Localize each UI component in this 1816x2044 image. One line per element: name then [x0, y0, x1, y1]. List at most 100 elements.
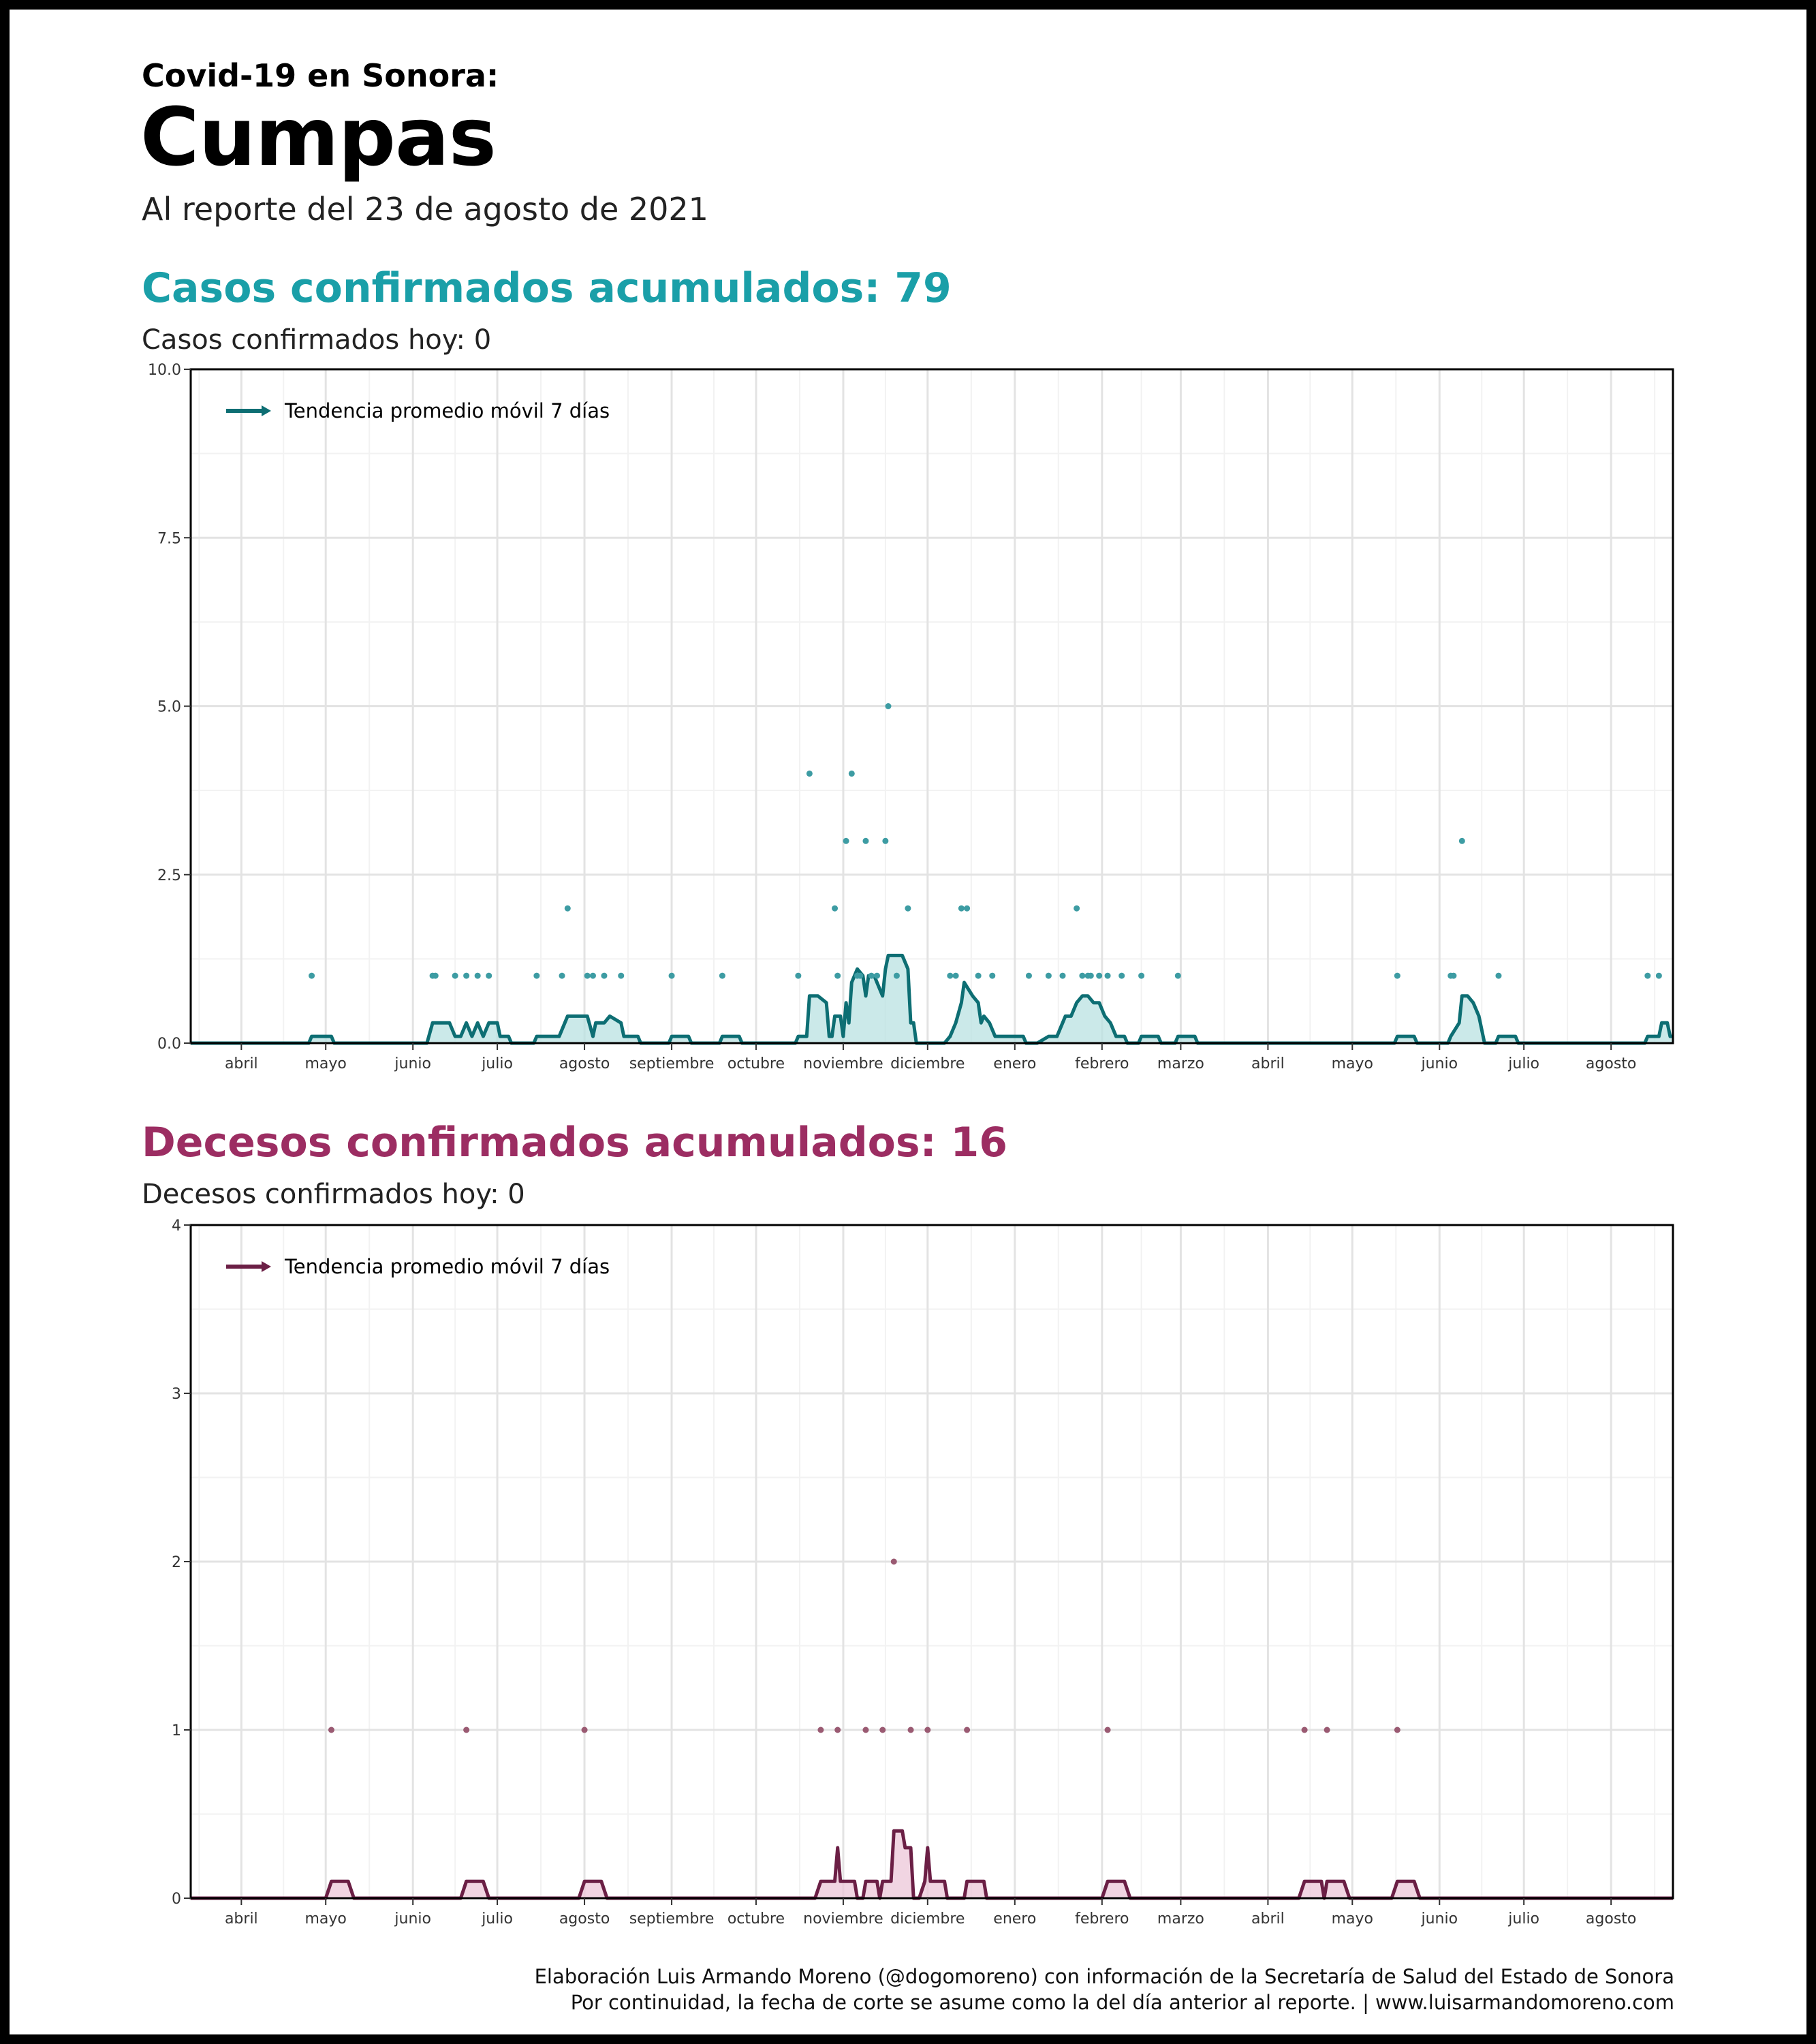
cases-daily-point — [989, 972, 996, 979]
deaths-trend-area — [191, 1831, 1673, 1898]
cases-y-tick-label: 7.5 — [157, 530, 181, 547]
cases-daily-point — [559, 972, 565, 979]
deaths-daily-point — [879, 1726, 886, 1733]
deaths-legend-label: Tendencia promedio móvil 7 días — [284, 1255, 610, 1278]
page-title: Cumpas — [140, 90, 497, 184]
cases-daily-point — [1087, 972, 1094, 979]
deaths-daily-point — [1324, 1726, 1330, 1733]
cases-legend-arrow — [262, 405, 271, 416]
cases-daily-point — [905, 905, 911, 912]
deaths-x-tick-label: junio — [394, 1910, 431, 1927]
deaths-daily-point — [1301, 1726, 1308, 1733]
cases-daily-point — [432, 972, 439, 979]
cases-daily-point — [589, 972, 596, 979]
cases-daily-point — [848, 770, 855, 777]
deaths-y-tick-label: 4 — [172, 1218, 181, 1235]
cases-daily-point — [795, 972, 802, 979]
cases-daily-point — [1495, 972, 1502, 979]
deaths-trend-line — [191, 1829, 1673, 1900]
cases-daily-point — [1655, 972, 1662, 979]
deaths-x-tick-label: noviembre — [803, 1910, 883, 1927]
cases-daily-point — [1096, 972, 1103, 979]
cases-daily-point — [885, 703, 892, 709]
deaths-daily-point — [890, 1558, 897, 1565]
kicker-title: Covid-19 en Sonora: — [142, 57, 499, 94]
cases-x-tick-label: abril — [225, 1055, 258, 1072]
cases-daily-point — [584, 972, 591, 979]
deaths-y-tick-label: 1 — [172, 1722, 181, 1739]
cases-daily-point — [843, 837, 849, 844]
cases-trend-line — [191, 953, 1673, 1045]
deaths-daily-point — [964, 1726, 971, 1733]
cases-daily-point — [873, 972, 880, 979]
footer-note: Por continuidad, la fecha de corte se as… — [570, 1991, 1674, 2014]
cases-daily-point — [463, 972, 470, 979]
deaths-x-tick-label: agosto — [559, 1910, 610, 1927]
deaths-x-tick-label: julio — [481, 1910, 513, 1927]
deaths-daily-point — [862, 1726, 869, 1733]
cases-x-tick-label: marzo — [1157, 1055, 1204, 1072]
deaths-x-tick-label: agosto — [1586, 1910, 1636, 1927]
cases-daily-point — [474, 972, 481, 979]
deaths-daily-point — [328, 1726, 334, 1733]
cases-y-tick-label: 2.5 — [157, 867, 181, 884]
deaths-y-tick-label: 3 — [172, 1386, 181, 1403]
cases-daily-point — [668, 972, 675, 979]
cases-x-tick-label: enero — [993, 1055, 1036, 1072]
cases-daily-point — [1458, 837, 1465, 844]
cases-daily-point — [958, 905, 965, 912]
deaths-headline: Decesos confirmados acumulados: 16 — [142, 1119, 1007, 1166]
deaths-x-tick-label: julio — [1507, 1910, 1539, 1927]
cases-x-tick-label: febrero — [1075, 1055, 1129, 1072]
cases-daily-point — [1025, 972, 1032, 979]
cases-daily-point — [618, 972, 625, 979]
cases-daily-point — [806, 770, 813, 777]
deaths-daily-point — [1394, 1726, 1400, 1733]
cases-daily-point — [1074, 905, 1080, 912]
cases-daily-point — [309, 972, 315, 979]
deaths-x-tick-label: junio — [1421, 1910, 1458, 1927]
cases-daily-point — [862, 837, 869, 844]
cases-x-tick-label: julio — [1507, 1055, 1539, 1072]
cases-daily-point — [1045, 972, 1052, 979]
cases-x-tick-label: agosto — [1586, 1055, 1636, 1072]
cases-daily-point — [975, 972, 982, 979]
cases-daily-point — [834, 972, 841, 979]
cases-daily-point — [486, 972, 492, 979]
cases-daily-point — [893, 972, 900, 979]
cases-headline: Casos confirmados acumulados: 79 — [142, 264, 952, 312]
cases-today: Casos confirmados hoy: 0 — [142, 324, 492, 356]
deaths-legend-arrow — [262, 1261, 271, 1272]
deaths-y-tick-label: 2 — [172, 1554, 181, 1571]
cases-daily-point — [1394, 972, 1400, 979]
deaths-x-tick-label: mayo — [1332, 1910, 1373, 1927]
deaths-daily-point — [817, 1726, 824, 1733]
deaths-x-tick-label: septiembre — [629, 1910, 715, 1927]
cases-daily-point — [868, 972, 875, 979]
cases-y-tick-label: 0.0 — [157, 1036, 181, 1053]
cases-x-tick-label: agosto — [559, 1055, 610, 1072]
deaths-daily-point — [581, 1726, 588, 1733]
cases-daily-point — [882, 837, 889, 844]
cases-x-tick-label: octubre — [727, 1055, 785, 1072]
cases-x-tick-label: junio — [394, 1055, 431, 1072]
report-date: Al reporte del 23 de agosto de 2021 — [142, 191, 708, 228]
deaths-daily-point — [924, 1726, 931, 1733]
cases-daily-point — [1450, 972, 1457, 979]
deaths-daily-point — [1104, 1726, 1111, 1733]
cases-daily-point — [601, 972, 608, 979]
cases-x-tick-label: noviembre — [803, 1055, 883, 1072]
deaths-today: Decesos confirmados hoy: 0 — [142, 1179, 525, 1210]
deaths-x-tick-label: enero — [993, 1910, 1036, 1927]
deaths-daily-point — [907, 1726, 914, 1733]
cases-daily-point — [964, 905, 971, 912]
cases-x-tick-label: mayo — [304, 1055, 346, 1072]
cases-daily-point — [1059, 972, 1066, 979]
cases-daily-point — [1079, 972, 1086, 979]
cases-x-tick-label: mayo — [1332, 1055, 1373, 1072]
cases-daily-point — [1104, 972, 1111, 979]
cases-daily-point — [452, 972, 458, 979]
footer-credit: Elaboración Luis Armando Moreno (@dogomo… — [534, 1965, 1674, 1988]
cases-y-tick-label: 5.0 — [157, 699, 181, 716]
cases-x-tick-label: septiembre — [629, 1055, 715, 1072]
